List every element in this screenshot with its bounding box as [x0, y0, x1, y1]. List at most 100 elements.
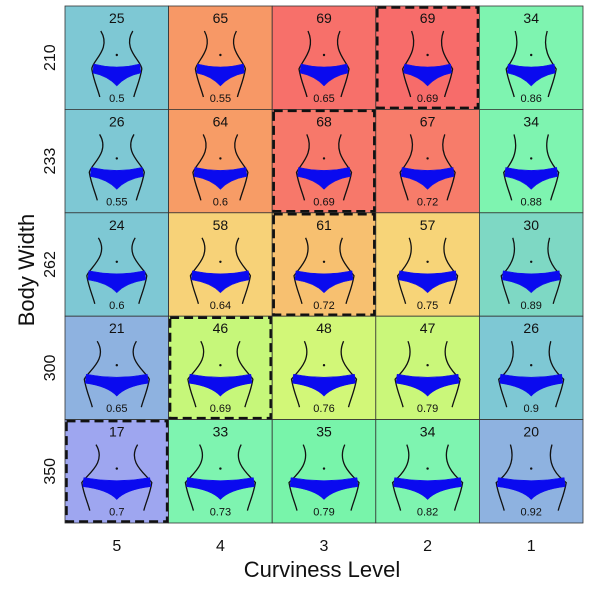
cell-ratio-label: 0.7 [109, 507, 124, 519]
heatmap-cell: 260.55 [64, 109, 169, 214]
waist-right-contour [341, 444, 360, 511]
waist-left-contour [189, 237, 206, 304]
cell-background [271, 315, 377, 421]
navel-dot [426, 157, 429, 160]
navel-dot [115, 260, 119, 263]
cell-ratio-label: 0.72 [313, 300, 334, 312]
waist-left-contour [503, 134, 517, 201]
waist-left-contour [505, 30, 518, 98]
waist-bikini-silhouette-icon [505, 30, 557, 98]
bikini-shape [501, 270, 561, 294]
waist-left-contour [497, 341, 514, 408]
waist-left-contour [495, 444, 513, 511]
waist-bikini-silhouette-icon [394, 340, 461, 408]
waist-left-contour [293, 237, 309, 304]
cell-ratio-label: 0.65 [106, 403, 127, 415]
waist-bikini-silhouette-icon [187, 340, 254, 408]
waist-right-contour [443, 237, 459, 304]
y-tick-labels: 210 233 262 300 350 [42, 44, 59, 484]
navel-dot [530, 53, 533, 57]
cell-background [271, 212, 377, 317]
navel-dot [530, 260, 533, 263]
waist-bikini-silhouette-icon [189, 237, 252, 304]
navel-dot [115, 467, 119, 470]
x-tick-label: 1 [527, 538, 536, 555]
x-tick-labels: 5 4 3 2 1 [112, 538, 535, 555]
waist-right-contour [442, 134, 456, 201]
heatmap-cell: 250.5 [64, 5, 169, 110]
waist-right-contour [236, 340, 254, 408]
waist-left-contour [192, 134, 207, 201]
cell-background [375, 5, 480, 110]
waist-bikini-silhouette-icon [81, 444, 153, 511]
waist-bikini-silhouette-icon [401, 30, 454, 98]
cell-value-label: 64 [213, 113, 229, 129]
navel-dot [115, 364, 119, 367]
navel-dot [322, 260, 326, 263]
navel-dot [219, 260, 222, 263]
cell-ratio-label: 0.79 [417, 403, 438, 415]
cell-value-label: 46 [213, 320, 229, 336]
cell-value-label: 68 [316, 113, 332, 129]
waist-right-contour [132, 340, 150, 408]
heatmap-cell: 330.73 [168, 419, 273, 524]
y-axis-title: Body Width [14, 214, 39, 327]
heatmap-cell: 570.75 [375, 212, 480, 317]
waist-left-contour [401, 30, 415, 98]
bikini-shape [506, 63, 556, 87]
waist-right-contour [237, 444, 257, 511]
navel-dot [115, 53, 119, 57]
navel-dot [219, 364, 222, 367]
y-tick-label: 233 [42, 148, 59, 175]
cell-ratio-label: 0.55 [106, 196, 127, 208]
bikini-shape [87, 270, 147, 294]
waist-left-contour [194, 30, 208, 98]
bikini-shape [85, 373, 149, 397]
waist-right-contour [340, 340, 358, 408]
cell-ratio-label: 0.6 [109, 300, 124, 312]
heatmap-cell: 470.79 [375, 315, 480, 421]
waist-left-contour [288, 444, 307, 511]
cell-background [375, 419, 480, 524]
bikini-shape [393, 477, 462, 500]
cell-background [271, 419, 377, 524]
cell-value-label: 25 [109, 10, 125, 26]
cell-value-label: 21 [109, 320, 125, 336]
navel-dot [322, 467, 326, 470]
cell-ratio-label: 0.5 [109, 93, 124, 105]
cell-background [168, 5, 273, 110]
heatmap-cell: 260.9 [478, 315, 584, 421]
x-axis-title: Curviness Level [244, 557, 401, 582]
cell-value-label: 24 [109, 217, 125, 233]
cell-background [271, 5, 377, 110]
heatmap-cell: 340.86 [478, 5, 584, 110]
navel-dot [530, 467, 533, 470]
waist-right-contour [544, 30, 557, 98]
waist-left-contour [500, 237, 516, 304]
cell-value-label: 30 [523, 217, 539, 233]
waist-right-contour [547, 237, 562, 304]
waist-right-contour [235, 237, 252, 304]
cell-value-label: 34 [523, 10, 539, 26]
y-tick-label: 262 [42, 251, 59, 278]
heatmap-cell: 240.6 [64, 212, 169, 317]
waist-right-contour [445, 444, 464, 511]
cell-background [168, 109, 273, 214]
bikini-shape [398, 270, 457, 294]
cell-value-label: 26 [523, 320, 539, 336]
highlight-dashed-border [272, 109, 376, 213]
waist-right-contour [548, 341, 565, 408]
cell-background [64, 5, 169, 110]
navel-dot [219, 53, 222, 57]
heatmap-cell: 210.65 [64, 315, 169, 421]
cell-background [168, 315, 273, 421]
waist-bikini-silhouette-icon [391, 444, 464, 511]
bikini-shape [289, 477, 359, 500]
navel-dot [426, 260, 429, 263]
cell-background [64, 419, 169, 524]
cell-value-label: 26 [109, 113, 125, 129]
cell-ratio-label: 0.9 [524, 403, 539, 415]
cell-background [168, 212, 273, 317]
cell-ratio-label: 0.65 [313, 93, 334, 105]
waist-bikini-silhouette-icon [295, 134, 353, 201]
